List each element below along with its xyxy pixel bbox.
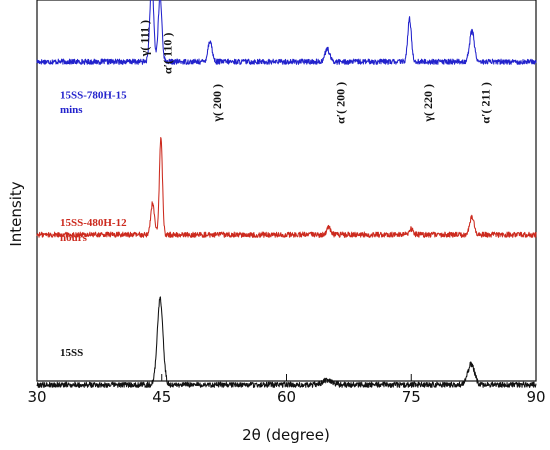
series-labels: 15SS-780H-15 mins 15SS-480H-12 hours 15SS — [60, 89, 127, 359]
plot-frame — [36, 0, 537, 382]
y-axis-label: Intensity — [7, 181, 25, 246]
series-label-15ss-480h-12-hours-2: hours — [60, 232, 88, 244]
x-tick-label-75: 75 — [402, 388, 421, 406]
peak-label-4: α′( 200 ) — [334, 82, 348, 124]
x-tick-label-30: 30 — [27, 388, 46, 406]
series-label-15ss-780h-15-mins-2: mins — [60, 104, 83, 116]
series-layer — [36, 0, 537, 388]
peak-annotations: γ( 111 ) α′( 110 ) γ( 200 ) α′( 200 ) γ( 220… — [137, 20, 492, 124]
x-axis-ticks: 30 45 60 75 90 — [27, 374, 546, 406]
x-tick-label-45: 45 — [152, 388, 171, 406]
x-tick-label-60: 60 — [277, 388, 296, 406]
series-line-15ss-780h-15-mins — [36, 0, 537, 65]
series-label-15ss-780h-15-mins-1: 15SS-780H-15 — [60, 89, 127, 101]
series-label-15ss-480h-12-hours-1: 15SS-480H-12 — [60, 217, 127, 229]
peak-label-5: γ( 220 ) — [421, 84, 435, 123]
peak-label-2: α′( 110 ) — [161, 33, 175, 74]
series-line-15ss-480h-12-hours — [36, 137, 537, 238]
series-line-15ss — [36, 296, 537, 388]
x-tick-label-90: 90 — [526, 388, 545, 406]
peak-label-3: γ( 200 ) — [210, 84, 224, 123]
peak-label-1: γ( 111 ) — [137, 20, 151, 57]
series-label-15ss-1: 15SS — [60, 347, 83, 359]
x-axis-label: 2θ (degree) — [242, 426, 330, 444]
peak-label-6: α′( 211 ) — [478, 82, 492, 123]
